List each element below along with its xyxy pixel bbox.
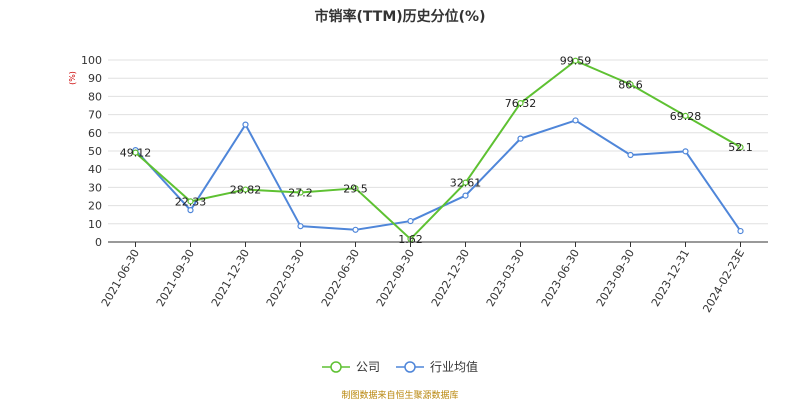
axes: 0 10 20 30 40 50 60 70 80 90 100 2021-06-30 2021-09-… (81, 54, 768, 315)
data-label: 52.1 (728, 141, 753, 154)
data-point-company[interactable] (407, 235, 414, 243)
data-point-industry[interactable] (737, 227, 744, 235)
y-tick-label: 70 (88, 109, 102, 122)
y-tick-label: 100 (81, 54, 102, 67)
data-point-company[interactable] (517, 99, 524, 107)
data-point-industry[interactable] (242, 121, 249, 128)
x-tick-label: 2023-06-30 (539, 247, 582, 309)
y-tick-label: 20 (88, 200, 102, 213)
data-point-industry[interactable] (352, 226, 359, 233)
chart-title: 市销率(TTM)历史分位(%) (314, 9, 486, 25)
data-label: 76.32 (505, 97, 537, 110)
legend-swatch-company (321, 360, 350, 373)
y-tick-label: 10 (88, 218, 102, 231)
series-layer (132, 57, 744, 243)
data-point-company[interactable] (572, 57, 579, 64)
data-label: 99.59 (560, 55, 592, 68)
data-label: 49.12 (120, 147, 152, 160)
data-labels: 49.12 22.33 28.82 27.2 29.5 1.62 32.61 76.32 99.… (120, 55, 753, 246)
y-tick-label: 50 (88, 145, 102, 158)
data-label: 28.82 (230, 184, 262, 197)
x-tick-label: 2023-03-30 (484, 247, 527, 309)
data-label: 86.6 (618, 78, 643, 91)
data-label: 1.62 (398, 233, 423, 246)
data-point-industry[interactable] (572, 117, 579, 124)
data-point-company[interactable] (462, 179, 469, 186)
legend-item-company[interactable]: 公司 (321, 358, 380, 375)
x-tick-label: 2021-12-30 (209, 247, 252, 309)
x-tick-label: 2021-09-30 (154, 247, 197, 309)
data-point-company[interactable] (737, 144, 744, 151)
y-tick-label: 40 (88, 163, 102, 176)
data-label: 32.61 (450, 177, 482, 190)
data-point-company[interactable] (352, 185, 359, 192)
data-point-industry[interactable] (462, 192, 469, 199)
x-tick-label: 2022-03-30 (264, 247, 307, 309)
data-point-company[interactable] (132, 149, 139, 156)
x-tick-label: 2021-06-30 (99, 247, 142, 309)
data-point-company[interactable] (187, 198, 194, 205)
y-tick-label: 0 (95, 236, 102, 249)
x-tick-label: 2023-12-31 (649, 247, 692, 309)
data-label: 27.2 (288, 186, 313, 199)
legend-label-industry: 行业均值 (430, 360, 479, 374)
data-point-industry[interactable] (627, 151, 634, 159)
grid-lines (108, 59, 768, 243)
data-label: 69.28 (670, 110, 702, 123)
y-tick-label: 60 (88, 127, 102, 140)
data-label: 22.33 (175, 195, 207, 208)
x-tick-label: 2022-09-30 (374, 247, 417, 309)
y-tick-label: 80 (88, 90, 102, 103)
data-point-industry[interactable] (297, 223, 304, 230)
series-line-industry (134, 119, 742, 232)
legend-item-industry[interactable]: 行业均值 (396, 358, 478, 375)
data-point-industry[interactable] (682, 148, 689, 155)
legend-label-company: 公司 (355, 360, 380, 374)
y-tick-label: 30 (88, 181, 102, 194)
series-line-company (134, 59, 741, 241)
x-tick-label: 2024-02-23E (700, 247, 747, 315)
data-point-company[interactable] (297, 189, 304, 196)
data-point-company[interactable] (682, 112, 689, 120)
y-tick-label: 90 (88, 72, 102, 85)
data-point-company[interactable] (627, 81, 634, 88)
data-point-company[interactable] (242, 186, 249, 193)
data-point-industry[interactable] (517, 135, 524, 142)
legend: 公司 行业均值 (0, 358, 800, 375)
x-tick-label: 2022-06-30 (319, 247, 362, 309)
data-label: 29.5 (343, 182, 368, 195)
data-point-industry[interactable] (187, 207, 194, 214)
legend-swatch-industry (396, 360, 424, 373)
y-axis-unit-label: (%) (68, 71, 77, 85)
x-tick-label: 2022-12-30 (429, 247, 472, 309)
data-point-industry[interactable] (407, 217, 414, 225)
x-tick-label: 2023-09-30 (594, 247, 637, 309)
source-note: 制图数据来自恒生聚源数据库 (341, 391, 459, 401)
